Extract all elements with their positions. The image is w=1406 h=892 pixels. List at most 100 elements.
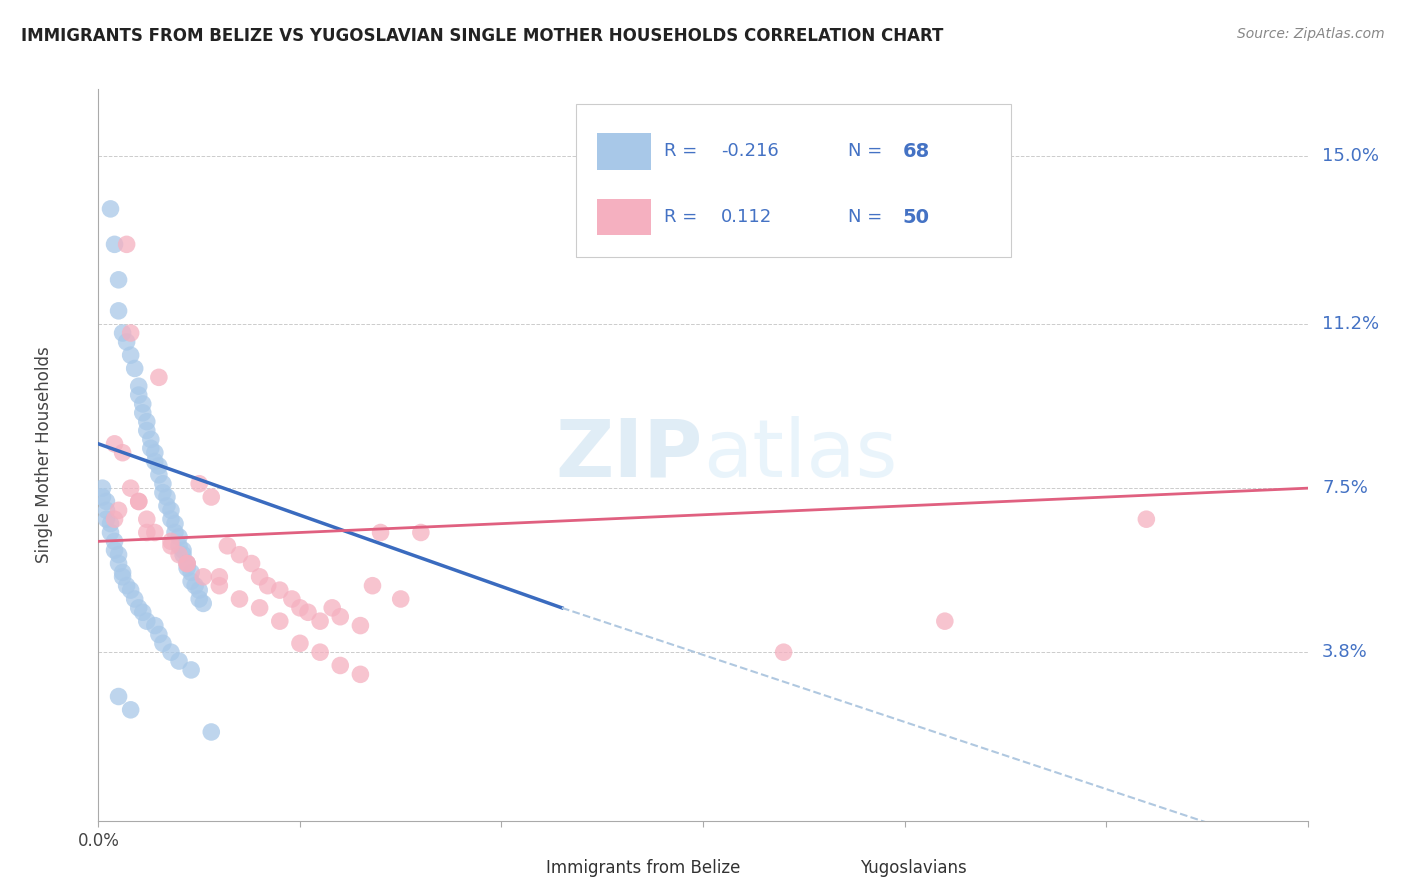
Text: 50: 50 — [903, 208, 929, 227]
Point — [228, 548, 250, 562]
Text: 15.0%: 15.0% — [1322, 146, 1379, 165]
Text: 7.5%: 7.5% — [1322, 479, 1368, 497]
Point — [193, 570, 215, 584]
Point — [1135, 512, 1157, 526]
Point — [188, 583, 211, 598]
Point — [240, 557, 263, 571]
Point — [107, 548, 129, 562]
Point — [107, 690, 129, 704]
FancyBboxPatch shape — [596, 133, 651, 169]
Point — [120, 348, 142, 362]
Point — [249, 600, 271, 615]
Point — [128, 379, 150, 393]
Point — [160, 512, 183, 526]
Text: 3.8%: 3.8% — [1322, 643, 1368, 661]
Point — [288, 600, 311, 615]
Point — [148, 458, 170, 473]
Point — [107, 557, 129, 571]
Text: Single Mother Households: Single Mother Households — [35, 347, 53, 563]
Point — [103, 237, 125, 252]
Text: N =: N = — [848, 208, 889, 227]
Point — [103, 543, 125, 558]
Point — [100, 516, 122, 531]
Point — [180, 663, 202, 677]
Point — [370, 525, 392, 540]
FancyBboxPatch shape — [811, 854, 851, 881]
Point — [91, 490, 114, 504]
Point — [111, 326, 134, 340]
Point — [148, 467, 170, 482]
Point — [115, 237, 138, 252]
Point — [180, 574, 202, 589]
Point — [167, 548, 190, 562]
Point — [107, 303, 129, 318]
Point — [167, 539, 190, 553]
Point — [152, 476, 174, 491]
Point — [135, 512, 157, 526]
Point — [309, 614, 332, 628]
Point — [132, 406, 155, 420]
Point — [135, 424, 157, 438]
Point — [180, 566, 202, 580]
Point — [107, 503, 129, 517]
Point — [361, 579, 384, 593]
Text: atlas: atlas — [703, 416, 897, 494]
Point — [188, 476, 211, 491]
Text: 68: 68 — [903, 142, 929, 161]
Point — [176, 561, 198, 575]
Point — [297, 605, 319, 619]
Text: IMMIGRANTS FROM BELIZE VS YUGOSLAVIAN SINGLE MOTHER HOUSEHOLDS CORRELATION CHART: IMMIGRANTS FROM BELIZE VS YUGOSLAVIAN SI… — [21, 27, 943, 45]
Point — [256, 579, 278, 593]
Point — [309, 645, 332, 659]
Point — [139, 433, 162, 447]
Point — [96, 512, 118, 526]
Text: Immigrants from Belize: Immigrants from Belize — [546, 859, 740, 877]
Point — [269, 583, 291, 598]
FancyBboxPatch shape — [576, 103, 1011, 258]
Point — [143, 618, 166, 632]
Point — [329, 658, 352, 673]
Point — [193, 596, 215, 610]
Point — [135, 415, 157, 429]
Point — [107, 273, 129, 287]
Point — [103, 437, 125, 451]
Point — [100, 525, 122, 540]
Point — [128, 494, 150, 508]
Point — [288, 636, 311, 650]
Point — [100, 202, 122, 216]
Text: 0.0%: 0.0% — [77, 832, 120, 850]
Point — [167, 530, 190, 544]
Point — [152, 485, 174, 500]
Point — [156, 499, 179, 513]
Point — [156, 490, 179, 504]
Point — [120, 703, 142, 717]
Point — [167, 654, 190, 668]
Point — [103, 512, 125, 526]
Text: Yugoslavians: Yugoslavians — [860, 859, 967, 877]
Point — [139, 442, 162, 456]
Point — [132, 605, 155, 619]
Point — [128, 600, 150, 615]
Point — [124, 361, 146, 376]
Point — [934, 614, 956, 628]
Point — [143, 446, 166, 460]
Text: R =: R = — [664, 143, 703, 161]
Point — [96, 503, 118, 517]
Point — [281, 592, 304, 607]
Point — [176, 557, 198, 571]
Point — [160, 539, 183, 553]
Point — [200, 725, 222, 739]
Point — [132, 397, 155, 411]
Point — [772, 645, 794, 659]
Point — [135, 525, 157, 540]
Point — [208, 579, 231, 593]
Point — [184, 579, 207, 593]
Point — [163, 525, 186, 540]
Point — [160, 503, 183, 517]
Text: 0.112: 0.112 — [721, 208, 772, 227]
Text: R =: R = — [664, 208, 709, 227]
Point — [188, 592, 211, 607]
Point — [349, 667, 371, 681]
Point — [103, 534, 125, 549]
Point — [120, 481, 142, 495]
